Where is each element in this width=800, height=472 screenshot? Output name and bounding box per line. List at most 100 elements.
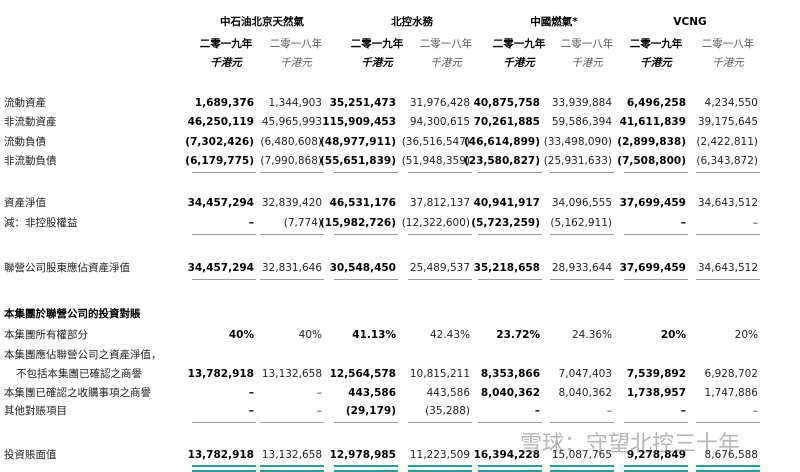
cell-value: 13,782,918 [187, 368, 254, 380]
rule [192, 172, 256, 173]
cell-value: (46,614,899) [463, 136, 540, 148]
year-header: 二零一八年 [269, 38, 323, 50]
rule [260, 279, 324, 280]
rule [260, 470, 324, 472]
unit-header: 千港元 [712, 57, 744, 69]
cell-value: – [248, 405, 254, 417]
rule [550, 470, 614, 472]
cell-value: 41.13% [352, 329, 396, 341]
cell-value: (5,723,259) [471, 217, 540, 229]
cell-value: 6,928,702 [704, 368, 758, 380]
cell-value: 59,586,394 [551, 116, 612, 128]
rule [334, 422, 398, 423]
rule [478, 172, 542, 173]
rule [408, 279, 472, 280]
rule [192, 422, 256, 423]
cell-value: (51,948,359) [401, 155, 470, 167]
cell-value: 20% [660, 329, 686, 341]
cell-value: 12,978,985 [329, 449, 396, 461]
row-label: 減：非控股權益 [4, 217, 78, 229]
rule [550, 234, 614, 235]
rule [192, 279, 256, 280]
rule [408, 422, 472, 423]
rule [550, 422, 614, 423]
cell-value: 94,300,615 [409, 116, 470, 128]
cell-value: 7,047,403 [558, 368, 612, 380]
cell-value: 13,132,658 [261, 449, 322, 461]
cell-value: 25,489,537 [409, 262, 470, 274]
cell-value: (48,977,911) [319, 136, 396, 148]
cell-value: (5,162,911) [550, 217, 612, 229]
rule [334, 470, 398, 472]
rule [260, 422, 324, 423]
cell-value: 10,815,211 [409, 368, 470, 380]
cell-value: 30,548,450 [329, 262, 396, 274]
rule [192, 470, 256, 472]
rule [550, 172, 614, 173]
cell-value: 1,689,376 [194, 97, 254, 109]
rule [696, 172, 760, 173]
cell-value: 7,539,892 [626, 368, 686, 380]
year-header: 二零一九年 [629, 38, 683, 50]
cell-value: 28,933,644 [551, 262, 612, 274]
rule [696, 470, 760, 472]
year-header: 二零一八年 [419, 38, 473, 50]
cell-value: 13,132,658 [261, 368, 322, 380]
company-header: VCNG [673, 16, 707, 28]
watermark: 雪球：守望北控三十年 [520, 432, 741, 457]
row-label: 其他對賬項目 [4, 405, 67, 417]
cell-value: 39,175,645 [697, 116, 758, 128]
cell-value: 9,278,849 [626, 449, 686, 461]
cell-value: 8,353,866 [480, 368, 540, 380]
cell-value: 37,699,459 [619, 262, 686, 274]
cell-value: (7,990,868) [260, 155, 322, 167]
cell-value: 40,875,758 [473, 97, 540, 109]
rule [408, 172, 472, 173]
rule [624, 465, 688, 467]
year-header: 二零一九年 [199, 38, 253, 50]
cell-value: 443,586 [426, 387, 470, 399]
rule [478, 470, 542, 472]
cell-value: 33,939,884 [551, 97, 612, 109]
cell-value: 70,261,885 [473, 116, 540, 128]
cell-value: – [606, 405, 612, 417]
cell-value: 46,531,176 [329, 197, 396, 209]
cell-value: (12,322,600) [401, 217, 470, 229]
cell-value: 35,251,473 [329, 97, 396, 109]
rule [334, 279, 398, 280]
row-label: 本集團已確認之收購事項之商譽 [4, 387, 151, 399]
cell-value: – [752, 217, 758, 229]
cell-value: 34,457,294 [187, 262, 254, 274]
cell-value: (23,580,827) [463, 155, 540, 167]
cell-value: 34,096,555 [551, 197, 612, 209]
cell-value: 1,747,886 [704, 387, 758, 399]
cell-value: 443,586 [348, 387, 396, 399]
rule [550, 279, 614, 280]
row-label: 非流動資產 [4, 116, 57, 128]
row-label: 不包括本集團已確認之商譽 [16, 368, 142, 380]
cell-value: (29,179) [345, 405, 396, 417]
cell-value: – [316, 405, 322, 417]
unit-header: 千港元 [361, 57, 393, 69]
rule [696, 234, 760, 235]
cell-value: 40% [298, 329, 322, 341]
rule [334, 234, 398, 235]
cell-value: 41,611,839 [619, 116, 686, 128]
row-label: 非流動負債 [4, 155, 57, 167]
unit-header: 千港元 [640, 57, 672, 69]
rule [192, 465, 256, 467]
cell-value: (35,288) [425, 405, 470, 417]
unit-header: 千港元 [571, 57, 603, 69]
cell-value: (6,480,608) [260, 136, 322, 148]
rule [624, 422, 688, 423]
cell-value: 8,040,362 [480, 387, 540, 399]
cell-value: 46,250,119 [187, 116, 254, 128]
cell-value: 1,738,957 [626, 387, 686, 399]
row-label: 流動負債 [4, 136, 46, 148]
cell-value: (15,982,726) [319, 217, 396, 229]
cell-value: – [248, 387, 254, 399]
cell-value: – [680, 217, 686, 229]
row-label: 聯營公司股東應佔資產淨值 [4, 262, 130, 274]
cell-value: – [752, 405, 758, 417]
